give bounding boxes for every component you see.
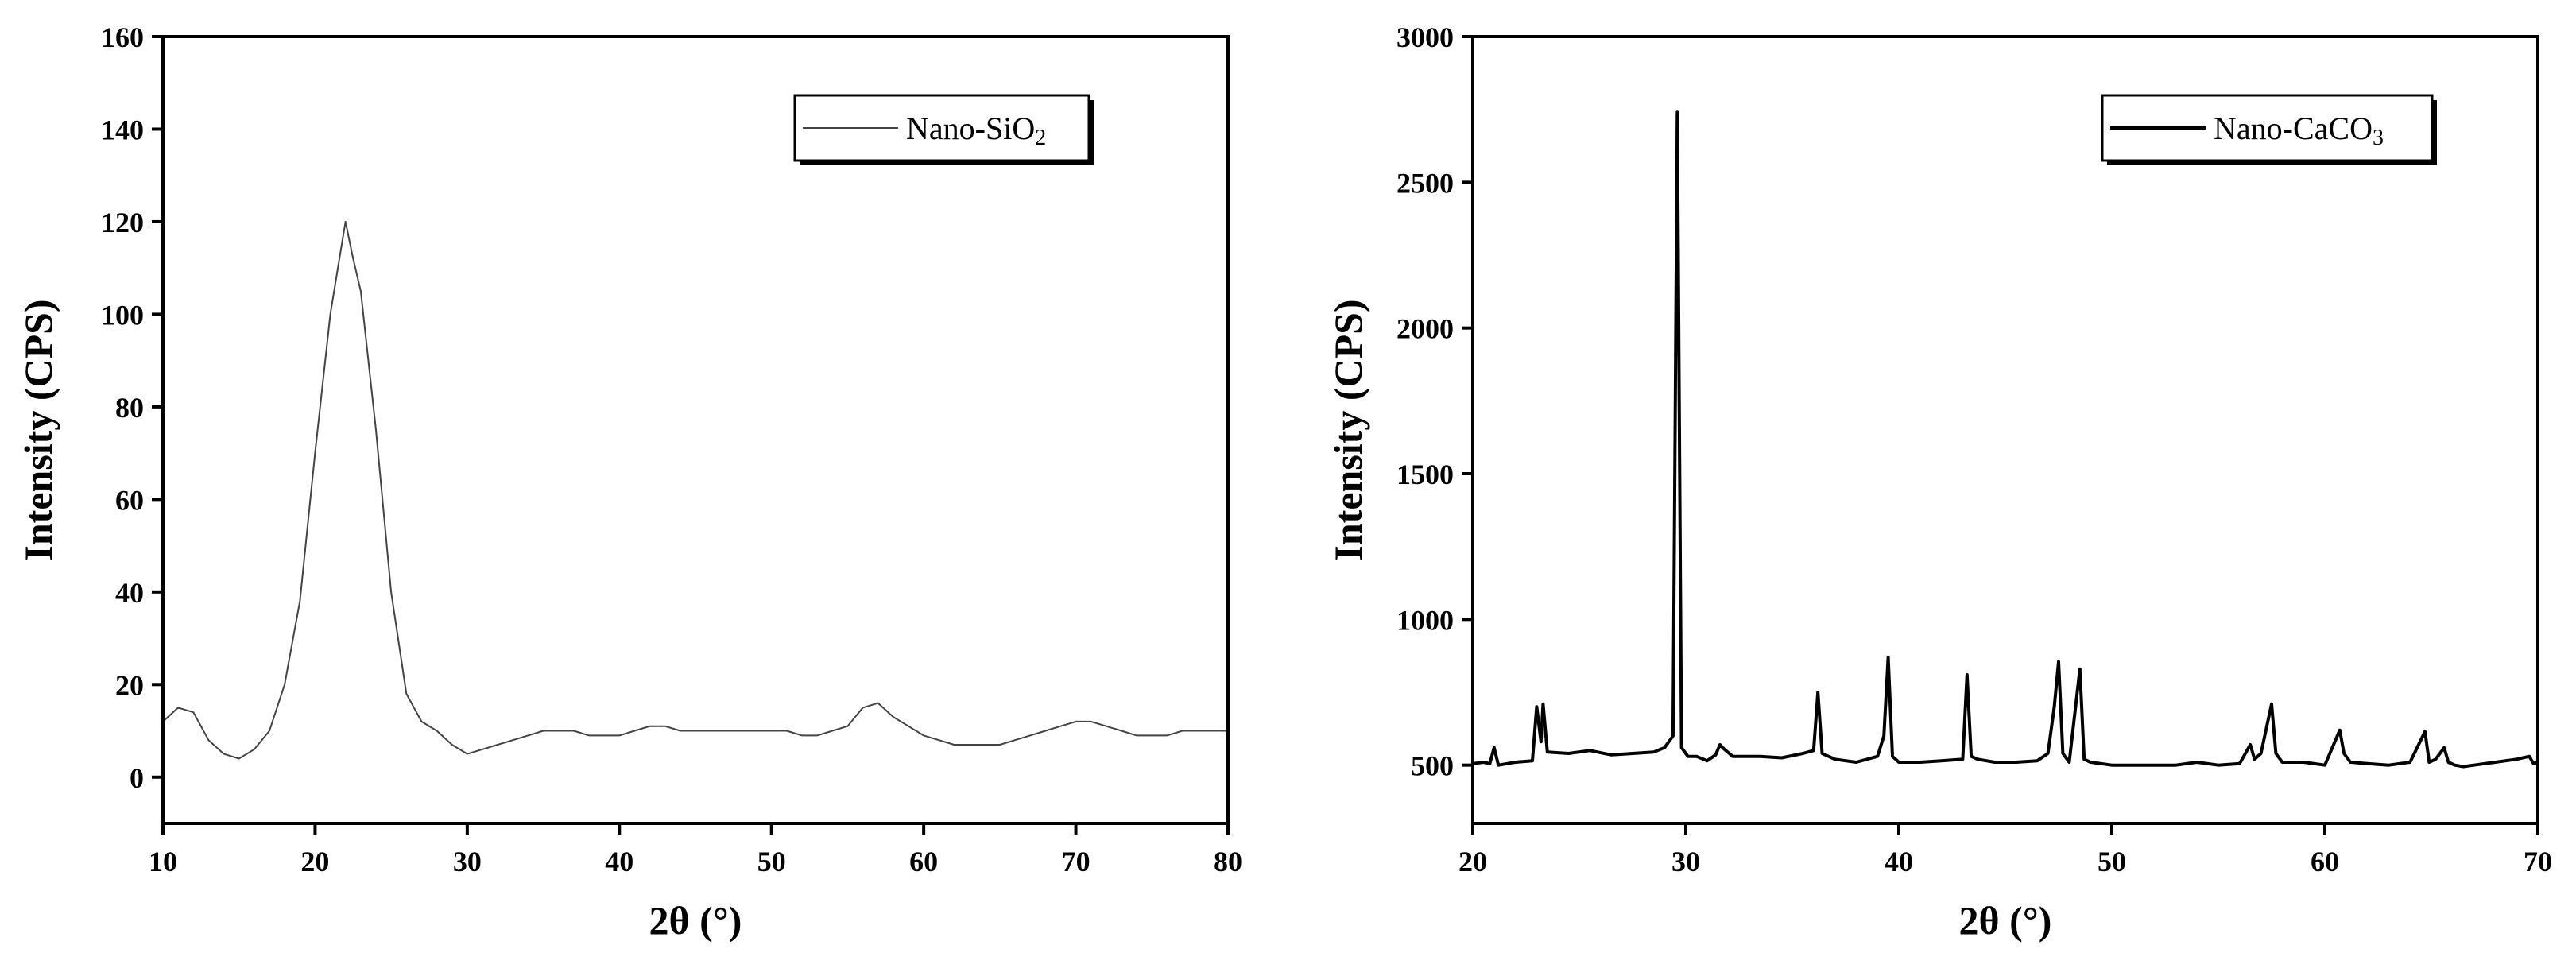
caco3-y-axis-title: Intensity (CPS) bbox=[1326, 299, 1370, 560]
sio2-y-tick-label: 40 bbox=[115, 577, 144, 609]
caco3-ticks: 20 30 40 50 60 70 500 1000 1500 2000 2500 3000 bbox=[1396, 21, 2552, 877]
sio2-x-axis-title: 2θ (°) bbox=[649, 898, 742, 943]
caco3-y-tick-label: 1000 bbox=[1396, 604, 1454, 636]
caco3-x-tick-label: 30 bbox=[1671, 846, 1700, 877]
sio2-y-tick-label: 80 bbox=[115, 392, 144, 424]
caco3-plot-frame bbox=[1471, 35, 2539, 825]
caco3-series-layer bbox=[1472, 110, 2539, 769]
caco3-y-tick-label: 2000 bbox=[1396, 313, 1454, 345]
sio2-series-layer bbox=[162, 220, 1228, 760]
sio2-x-tick-label: 30 bbox=[453, 846, 482, 877]
sio2-y-axis-title: Intensity (CPS) bbox=[16, 299, 60, 560]
sio2-xrd-chart: 10 20 30 40 50 60 70 80 0 20 40 60 80 100 120 140 160 2θ… bbox=[16, 21, 1242, 943]
sio2-x-tick-label: 10 bbox=[149, 846, 177, 877]
sio2-legend-label-subscript: 2 bbox=[1035, 126, 1046, 150]
caco3-x-tick-label: 70 bbox=[2524, 846, 2552, 877]
sio2-x-tick-label: 80 bbox=[1214, 846, 1242, 877]
sio2-y-tick-label: 0 bbox=[130, 762, 144, 794]
caco3-legend-label-subscript: 3 bbox=[2373, 126, 2384, 150]
sio2-y-tick-label: 20 bbox=[115, 669, 144, 701]
sio2-series-line bbox=[162, 220, 1228, 760]
sio2-x-tick-label: 20 bbox=[300, 846, 329, 877]
caco3-y-tick-label: 2500 bbox=[1396, 167, 1454, 199]
sio2-x-tick-label: 40 bbox=[605, 846, 633, 877]
caco3-x-tick-label: 50 bbox=[2098, 846, 2126, 877]
sio2-y-tick-label: 140 bbox=[101, 114, 144, 145]
caco3-y-tick-label: 500 bbox=[1411, 750, 1454, 782]
caco3-x-tick-label: 20 bbox=[1458, 846, 1487, 877]
sio2-x-tick-label: 70 bbox=[1062, 846, 1090, 877]
caco3-legend-label-main: Nano-CaCO bbox=[2214, 110, 2373, 146]
caco3-x-tick-label: 60 bbox=[2311, 846, 2339, 877]
caco3-x-axis-title: 2θ (°) bbox=[1959, 898, 2052, 943]
sio2-x-tick-label: 60 bbox=[909, 846, 938, 877]
caco3-y-tick-label: 1500 bbox=[1396, 459, 1454, 490]
caco3-series-line bbox=[1472, 110, 2539, 769]
caco3-legend: Nano-CaCO3 bbox=[2101, 94, 2437, 165]
sio2-legend-label: Nano-SiO2 bbox=[906, 110, 1046, 150]
sio2-y-tick-label: 60 bbox=[115, 484, 144, 516]
sio2-plot-frame bbox=[161, 35, 1230, 825]
caco3-xrd-chart: 20 30 40 50 60 70 500 1000 1500 2000 2500 3000 2θ (… bbox=[1326, 21, 2552, 943]
sio2-x-tick-label: 50 bbox=[757, 846, 786, 877]
caco3-x-tick-label: 40 bbox=[1885, 846, 1913, 877]
caco3-legend-label: Nano-CaCO3 bbox=[2214, 110, 2384, 150]
sio2-y-tick-label: 100 bbox=[101, 299, 144, 331]
sio2-legend-label-main: Nano-SiO bbox=[906, 110, 1035, 146]
caco3-y-tick-label: 3000 bbox=[1396, 21, 1454, 53]
sio2-legend: Nano-SiO2 bbox=[793, 94, 1094, 165]
sio2-y-tick-label: 160 bbox=[101, 21, 144, 53]
sio2-y-tick-label: 120 bbox=[101, 207, 144, 238]
sio2-ticks: 10 20 30 40 50 60 70 80 0 20 40 60 80 100 120 140 160 bbox=[101, 21, 1242, 877]
